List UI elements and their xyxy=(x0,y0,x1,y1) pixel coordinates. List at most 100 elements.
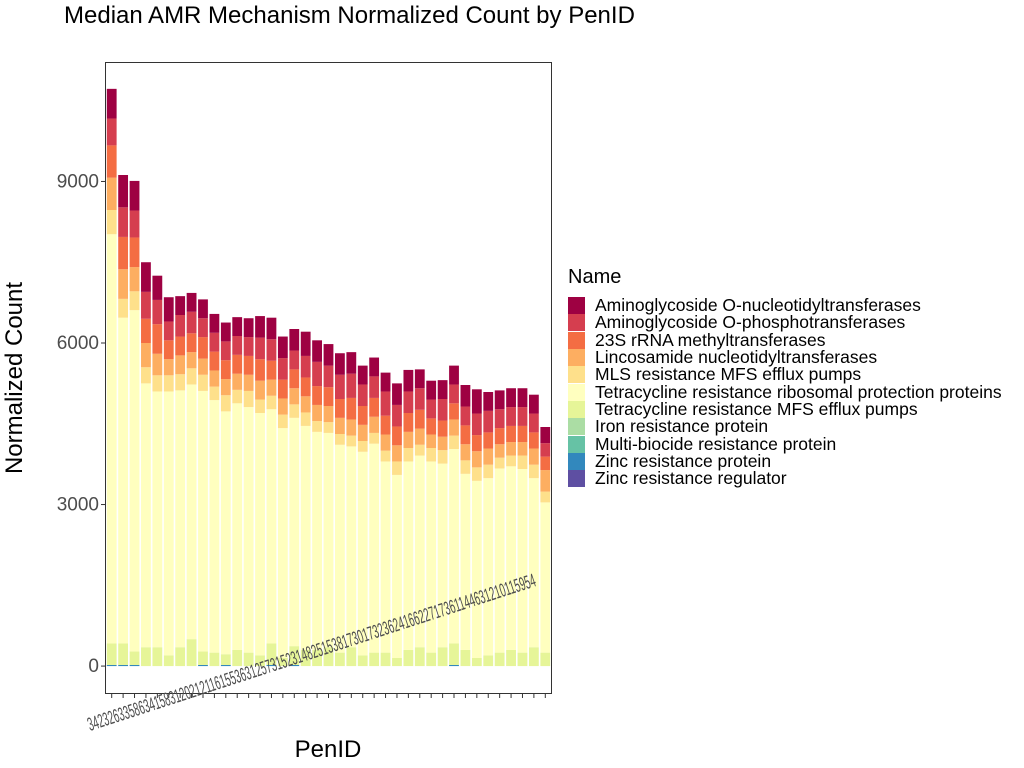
bar-segment xyxy=(186,384,197,640)
bar-segment xyxy=(380,391,391,416)
bar-segment xyxy=(335,374,345,399)
bar-segment xyxy=(129,291,140,311)
bar-segment xyxy=(232,317,243,336)
bar-segment xyxy=(129,180,140,211)
bar-segment xyxy=(460,473,471,650)
bar-segment xyxy=(266,317,277,340)
bar-segment xyxy=(141,262,151,292)
bar-segment xyxy=(186,311,197,334)
bar-segment xyxy=(460,385,471,407)
legend-label: Multi-biocide resistance protein xyxy=(595,433,837,454)
bar-segment xyxy=(369,432,380,444)
bar-segment xyxy=(494,444,505,458)
bar-segment xyxy=(335,353,345,375)
bar-segment xyxy=(540,491,551,503)
bar-segment xyxy=(357,365,368,385)
bar-segment xyxy=(312,421,322,432)
bar-segment xyxy=(369,416,380,433)
bar-segment xyxy=(152,647,163,667)
bar-segment xyxy=(357,441,368,452)
bar-segment xyxy=(426,652,437,667)
legend-swatch xyxy=(568,435,585,453)
bar-segment xyxy=(175,336,186,356)
bar-segment xyxy=(460,425,471,445)
bar-segment xyxy=(277,379,288,399)
bar-segment xyxy=(369,357,380,377)
bar-segment xyxy=(426,461,437,653)
bar-segment xyxy=(323,432,334,648)
bar-segment xyxy=(357,384,368,406)
bar-segment xyxy=(118,643,129,665)
bar-segment xyxy=(483,392,494,411)
bar-segment xyxy=(118,298,129,318)
bar-segment xyxy=(414,455,425,648)
legend-item: Zinc resistance protein xyxy=(568,452,1002,470)
legend-label: Iron resistance protein xyxy=(595,416,769,437)
bar-segment xyxy=(141,647,151,667)
bar-segment xyxy=(540,456,551,471)
bar-segment xyxy=(129,310,140,652)
bar-segment xyxy=(414,647,425,667)
bar-segment xyxy=(449,449,459,644)
bar-segment xyxy=(129,267,140,292)
bar-segment xyxy=(266,339,277,361)
bar-segment xyxy=(243,407,254,653)
bar-segment xyxy=(243,318,254,338)
bar-segment xyxy=(289,329,300,351)
bar-segment xyxy=(403,369,414,392)
bar-segment xyxy=(540,443,551,457)
bar-segment xyxy=(528,413,539,433)
bar-segment xyxy=(426,380,437,400)
bar-segment xyxy=(255,413,265,656)
bar-segment xyxy=(346,373,357,398)
bar-segment xyxy=(198,651,208,665)
bar-segment xyxy=(392,474,402,658)
bar-segment xyxy=(312,361,322,387)
bar-segment xyxy=(335,652,345,667)
bar-segment xyxy=(289,404,300,418)
bar-segment xyxy=(289,388,300,405)
legend-swatch xyxy=(568,383,585,401)
legend-item: Aminoglycoside O-phosphotransferases xyxy=(568,312,1002,333)
bar-segment xyxy=(449,384,459,404)
bar-segment xyxy=(403,461,414,650)
bar-segment xyxy=(471,413,482,436)
bar-segment xyxy=(403,431,414,448)
legend-item: Zinc resistance regulator xyxy=(568,469,1002,488)
bar-segment xyxy=(426,434,437,448)
bar-segment xyxy=(232,373,243,390)
bar-segment xyxy=(494,390,505,410)
bar-segment xyxy=(232,389,243,404)
bar-segment xyxy=(437,463,448,648)
bar-segment xyxy=(414,409,425,429)
y-tick-label: 3000 xyxy=(57,495,99,516)
bar-segment xyxy=(141,343,151,368)
bar-segment xyxy=(186,292,197,312)
bar-segment xyxy=(106,88,117,119)
bar-segment xyxy=(232,354,243,374)
bar-segment xyxy=(220,665,231,667)
bar-segment xyxy=(346,446,357,648)
bar-segment xyxy=(483,432,494,449)
bar-segment xyxy=(471,451,482,468)
bar-segment xyxy=(266,395,277,410)
bar-segment xyxy=(449,365,459,385)
bar-segment xyxy=(175,647,186,667)
bar-segment xyxy=(471,467,482,481)
bar-segment xyxy=(198,337,208,359)
legend-swatch xyxy=(568,400,585,418)
bar-segment xyxy=(494,468,505,653)
bar-segment xyxy=(540,427,551,444)
bar-segment xyxy=(266,379,277,396)
bar-segment xyxy=(300,355,311,378)
legend-label: Aminoglycoside O-phosphotransferases xyxy=(595,312,906,333)
bar-segment xyxy=(118,317,129,644)
bar-segment xyxy=(528,448,539,465)
bar-segment xyxy=(346,647,357,667)
bar-segment xyxy=(323,344,334,366)
bar-segment xyxy=(449,403,459,420)
legend: Aminoglycoside O-nucleotidyltransferases… xyxy=(568,296,1002,488)
bar-segment xyxy=(312,431,322,650)
bar-segment xyxy=(414,444,425,456)
legend-label: MLS resistance MFS efflux pumps xyxy=(595,364,862,385)
